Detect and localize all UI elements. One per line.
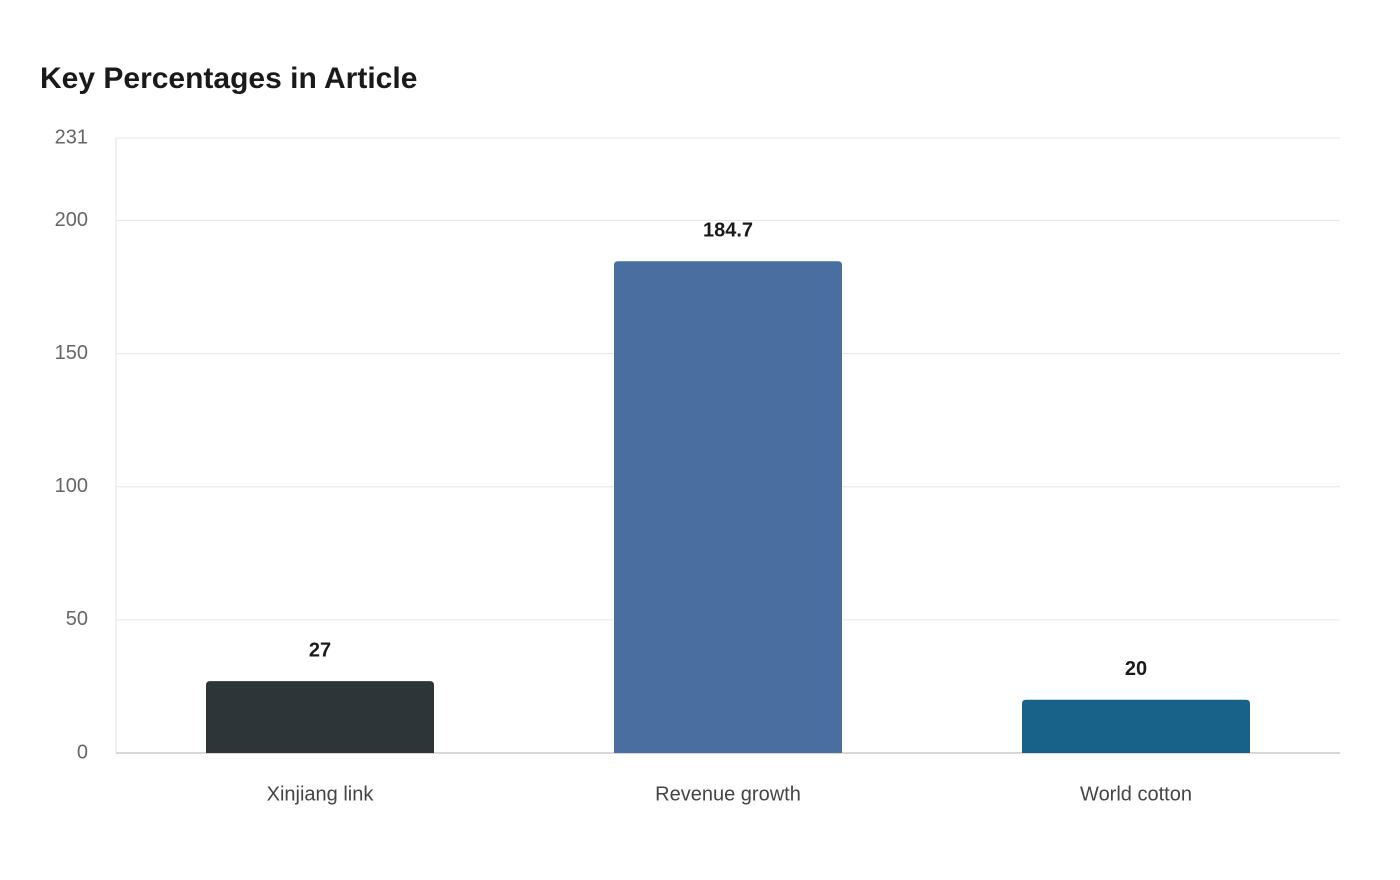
bar <box>1022 699 1250 753</box>
x-tick-label: Xinjiang link <box>267 783 375 805</box>
data-label: 184.7 <box>703 220 753 242</box>
bar <box>206 681 434 753</box>
x-tick-label: World cotton <box>1080 783 1192 805</box>
y-tick-label: 100 <box>55 475 88 497</box>
y-tick-label: 231 <box>55 126 88 148</box>
y-tick-label: 50 <box>66 608 88 630</box>
y-tick-label: 200 <box>55 209 88 231</box>
data-label: 27 <box>309 639 331 661</box>
x-tick-label: Revenue growth <box>655 783 801 805</box>
y-tick-label: 0 <box>77 741 88 763</box>
chart-title: Key Percentages in Article <box>40 62 417 95</box>
data-label: 20 <box>1125 658 1147 680</box>
y-tick-label: 150 <box>55 342 88 364</box>
bar <box>614 261 842 753</box>
